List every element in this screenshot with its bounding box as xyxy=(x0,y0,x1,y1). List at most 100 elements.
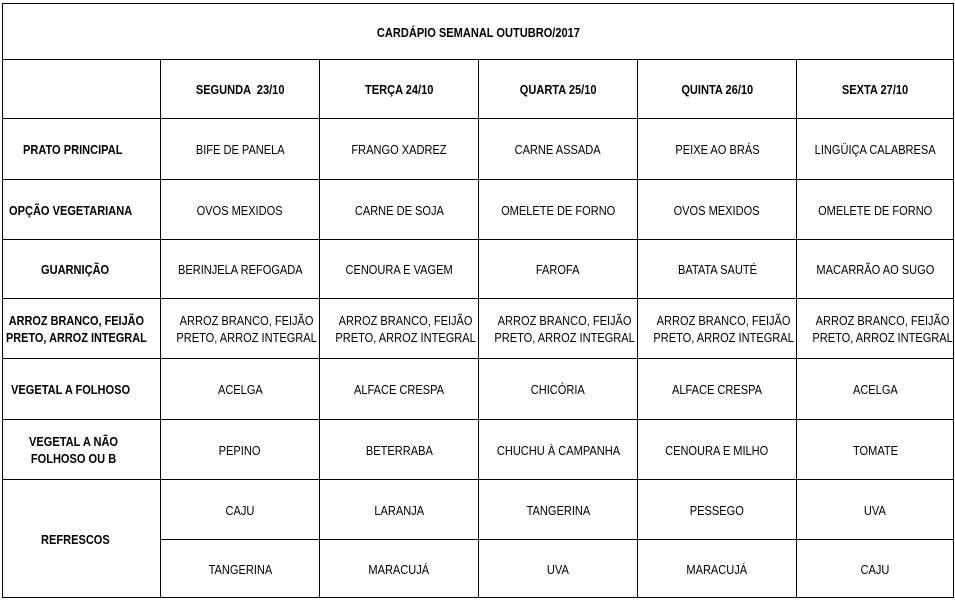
row-label-text: REFRESCOS xyxy=(41,531,110,547)
cell-text: CARNE ASSADA xyxy=(515,142,601,158)
cell-text: BATATA SAUTÉ xyxy=(677,262,757,278)
row-label-text: ARROZ BRANCO, FEIJÃO PRETO, ARROZ INTEGR… xyxy=(6,312,147,345)
cell-text: MARACUJÁ xyxy=(686,561,748,577)
menu-cell: UVA xyxy=(478,539,638,598)
cell-text: ARROZ BRANCO, FEIJÃO PRETO, ARROZ INTEGR… xyxy=(176,312,317,345)
cell-text: FAROFA xyxy=(536,262,580,278)
menu-cell: CARNE DE SOJA xyxy=(319,179,479,240)
cell-text: OMELETE DE FORNO xyxy=(500,202,616,218)
menu-cell: CAJU xyxy=(160,479,320,540)
row-label-text: VEGETAL A NÃO FOLHOSO OU B xyxy=(29,433,119,466)
menu-cell: ALFACE CRESPA xyxy=(319,358,479,420)
col-header-text: TERÇA 24/10 xyxy=(364,82,434,98)
menu-cell: TOMATE xyxy=(795,419,955,480)
cell-text: CENOURA E VAGEM xyxy=(345,262,453,278)
menu-cell: OMELETE DE FORNO xyxy=(478,179,638,240)
cell-text: ALFACE CRESPA xyxy=(353,382,445,398)
table-row: PRATO PRINCIPAL BIFE DE PANELA FRANGO XA… xyxy=(2,118,955,180)
menu-cell: OVOS MEXIDOS xyxy=(160,179,320,240)
col-header-segunda: SEGUNDA 23/10 xyxy=(160,59,320,119)
row-label-text: OPÇÃO VEGETARIANA xyxy=(9,202,133,218)
cell-text: ACELGA xyxy=(217,382,263,398)
col-header-text: SEGUNDA 23/10 xyxy=(195,82,285,98)
menu-cell: BIFE DE PANELA xyxy=(160,118,320,180)
corner-cell xyxy=(2,59,161,119)
cell-text: OVOS MEXIDOS xyxy=(197,202,283,218)
menu-cell: ACELGA xyxy=(795,358,955,420)
cell-text: UVA xyxy=(547,561,569,577)
cell-text: CARNE DE SOJA xyxy=(354,202,444,218)
table-row: VEGETAL A NÃO FOLHOSO OU B PEPINO BETERR… xyxy=(2,419,955,480)
col-header-text: QUINTA 26/10 xyxy=(681,82,753,98)
col-header-quarta: QUARTA 25/10 xyxy=(478,59,638,119)
menu-cell: ALFACE CRESPA xyxy=(637,358,797,420)
cell-text: TANGERINA xyxy=(526,502,590,518)
menu-cell: ARROZ BRANCO, FEIJÃO PRETO, ARROZ INTEGR… xyxy=(160,298,320,359)
cell-text: UVA xyxy=(864,502,886,518)
menu-cell: PESSEGO xyxy=(637,479,797,540)
row-label-guarnicao: GUARNIÇÃO xyxy=(2,239,161,299)
table-row: REFRESCOS CAJU LARANJA TANGERINA PESSEGO… xyxy=(2,479,955,598)
row-label-vegetal-folhoso: VEGETAL A FOLHOSO xyxy=(2,358,161,420)
row-label-text: GUARNIÇÃO xyxy=(41,262,110,278)
cell-text: LINGÜIÇA CALABRESA xyxy=(814,142,936,158)
cell-text: PESSEGO xyxy=(689,502,745,518)
col-header-text: QUARTA 25/10 xyxy=(519,82,597,98)
table-row: OPÇÃO VEGETARIANA OVOS MEXIDOS CARNE DE … xyxy=(2,179,955,240)
menu-cell: TANGERINA xyxy=(478,479,638,540)
menu-cell: BETERRABA xyxy=(319,419,479,480)
menu-cell: FAROFA xyxy=(478,239,638,299)
menu-cell: MARACUJÁ xyxy=(637,539,797,598)
menu-cell: CHUCHU À CAMPANHA xyxy=(478,419,638,480)
row-label-prato-principal: PRATO PRINCIPAL xyxy=(2,118,161,180)
row-label-refrescos: REFRESCOS xyxy=(2,479,161,598)
cell-text: PEIXE AO BRÁS xyxy=(674,142,760,158)
menu-cell: CENOURA E VAGEM xyxy=(319,239,479,299)
cell-text: CAJU xyxy=(225,502,255,518)
menu-cell: BERINJELA REFOGADA xyxy=(160,239,320,299)
cell-text: CENOURA E MILHO xyxy=(665,442,769,458)
col-header-text: SEXTA 27/10 xyxy=(841,82,909,98)
menu-cell: CARNE ASSADA xyxy=(478,118,638,180)
cell-text: ACELGA xyxy=(852,382,898,398)
cell-text: FRANGO XADREZ xyxy=(351,142,447,158)
cell-text: TANGERINA xyxy=(208,561,272,577)
col-header-terca: TERÇA 24/10 xyxy=(319,59,479,119)
menu-cell: MARACUJÁ xyxy=(319,539,479,598)
menu-cell: CHICÓRIA xyxy=(478,358,638,420)
menu-cell: ARROZ BRANCO, FEIJÃO PRETO, ARROZ INTEGR… xyxy=(478,298,638,359)
menu-cell: OVOS MEXIDOS xyxy=(637,179,797,240)
cell-text: TOMATE xyxy=(852,442,898,458)
row-label-text: VEGETAL A FOLHOSO xyxy=(11,382,131,398)
col-header-sexta: SEXTA 27/10 xyxy=(795,59,955,119)
table-row: ARROZ BRANCO, FEIJÃO PRETO, ARROZ INTEGR… xyxy=(2,298,955,359)
table-row: VEGETAL A FOLHOSO ACELGA ALFACE CRESPA C… xyxy=(2,358,955,420)
menu-cell: BATATA SAUTÉ xyxy=(637,239,797,299)
cell-text: ARROZ BRANCO, FEIJÃO PRETO, ARROZ INTEGR… xyxy=(494,312,635,345)
cell-text: ALFACE CRESPA xyxy=(671,382,763,398)
cell-text: ARROZ BRANCO, FEIJÃO PRETO, ARROZ INTEGR… xyxy=(653,312,794,345)
menu-title-text: CARDÁPIO SEMANAL OUTUBRO/2017 xyxy=(376,24,580,40)
cell-text: OMELETE DE FORNO xyxy=(817,202,933,218)
cell-text: BIFE DE PANELA xyxy=(195,142,285,158)
menu-cell: OMELETE DE FORNO xyxy=(795,179,955,240)
menu-cell: CENOURA E MILHO xyxy=(637,419,797,480)
cell-text: ARROZ BRANCO, FEIJÃO PRETO, ARROZ INTEGR… xyxy=(812,312,953,345)
cell-text: OVOS MEXIDOS xyxy=(674,202,760,218)
menu-cell: ACELGA xyxy=(160,358,320,420)
menu-cell: PEIXE AO BRÁS xyxy=(637,118,797,180)
cell-text: CHUCHU À CAMPANHA xyxy=(496,442,620,458)
cell-text: MACARRÃO AO SUGO xyxy=(816,262,934,278)
cell-text: LARANJA xyxy=(374,502,424,518)
table-row: GUARNIÇÃO BERINJELA REFOGADA CENOURA E V… xyxy=(2,239,955,299)
menu-cell: ARROZ BRANCO, FEIJÃO PRETO, ARROZ INTEGR… xyxy=(319,298,479,359)
menu-cell: FRANGO XADREZ xyxy=(319,118,479,180)
menu-cell: CAJU xyxy=(795,539,955,598)
row-label-vegetal-nao-folhoso: VEGETAL A NÃO FOLHOSO OU B xyxy=(2,419,161,480)
cell-text: PEPINO xyxy=(219,442,261,458)
menu-cell: ARROZ BRANCO, FEIJÃO PRETO, ARROZ INTEGR… xyxy=(637,298,797,359)
menu-cell: MACARRÃO AO SUGO xyxy=(795,239,955,299)
cell-text: CAJU xyxy=(860,561,890,577)
menu-cell: LINGÜIÇA CALABRESA xyxy=(795,118,955,180)
menu-cell: TANGERINA xyxy=(160,539,320,598)
